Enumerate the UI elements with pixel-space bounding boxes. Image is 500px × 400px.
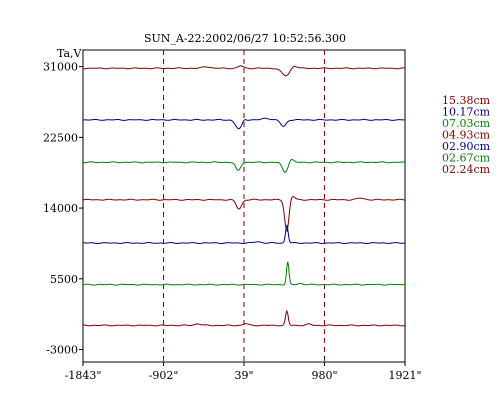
- y-axis-ticks: 31000 22500 14000 5500 -3000: [43, 61, 83, 357]
- legend-item-02.90cm: 02.90cm: [442, 140, 491, 153]
- legend: 15.38cm10.17cm07.03cm04.93cm02.90cm02.67…: [442, 94, 491, 176]
- y-tick-label-0: 31000: [43, 61, 78, 74]
- vertical-marker-lines: [163, 50, 325, 362]
- series-layer: [82, 65, 406, 327]
- series-line-02.67cm: [82, 261, 406, 286]
- series-line-10.17cm: [82, 117, 405, 130]
- legend-item-02.67cm: 02.67cm: [442, 152, 491, 165]
- legend-item-02.24cm: 02.24cm: [442, 163, 491, 176]
- y-tick-label-2: 14000: [43, 202, 78, 215]
- series-line-02.24cm: [83, 309, 406, 327]
- series-line-04.93cm: [82, 195, 406, 233]
- y-tick-label-1: 22500: [43, 131, 78, 144]
- x-tick-label-4: 1921": [388, 369, 421, 382]
- legend-item-04.93cm: 04.93cm: [442, 129, 491, 142]
- x-tick-label-1: -902": [149, 369, 179, 382]
- legend-item-10.17cm: 10.17cm: [442, 106, 491, 119]
- legend-item-15.38cm: 15.38cm: [442, 94, 491, 107]
- series-line-07.03cm: [83, 158, 406, 173]
- y-tick-label-4: -3000: [46, 344, 78, 357]
- series-line-15.38cm: [82, 65, 406, 77]
- x-axis-ticks: -1843" -902" 39" 980" 1921": [65, 362, 422, 382]
- x-tick-label-0: -1843": [65, 369, 102, 382]
- y-axis-label: Ta,V: [57, 47, 83, 60]
- x-tick-label-3: 980": [311, 369, 337, 382]
- chart-title: SUN_A-22:2002/06/27 10:52:56.300: [144, 32, 346, 45]
- y-tick-label-3: 5500: [50, 273, 78, 286]
- series-line-02.90cm: [83, 223, 406, 245]
- legend-item-07.03cm: 07.03cm: [442, 117, 491, 130]
- x-tick-label-2: 39": [234, 369, 253, 382]
